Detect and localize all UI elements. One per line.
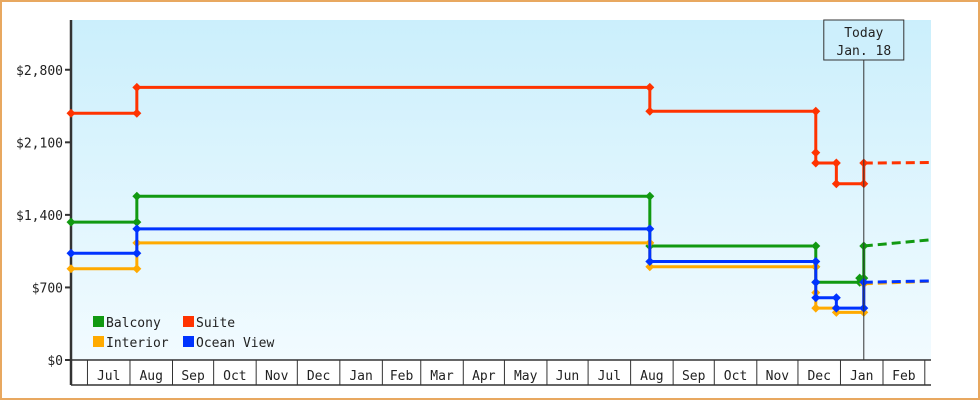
- x-tick-label: Feb: [892, 369, 916, 384]
- series-ocean-view: [66, 224, 932, 313]
- y-tick-label: $1,400: [16, 209, 63, 224]
- data-point-suite: [831, 158, 841, 168]
- series-projection-ocean-view: [863, 279, 932, 284]
- x-tick-label: Oct: [724, 369, 747, 384]
- y-tick-label: $2,800: [16, 64, 63, 79]
- data-point-ocean-view: [66, 248, 76, 258]
- legend-label-balcony: Balcony: [106, 316, 161, 331]
- today-date: Jan. 18: [836, 44, 891, 59]
- y-tick-label: $2,100: [16, 136, 63, 151]
- x-tick-label: Aug: [640, 369, 663, 384]
- x-tick-label: Jul: [598, 369, 621, 384]
- data-point-suite: [811, 106, 821, 116]
- data-point-suite: [811, 148, 821, 158]
- x-tick-label: May: [514, 369, 538, 384]
- data-point-suite: [831, 179, 841, 189]
- series-projection-suite: [863, 161, 932, 165]
- data-point-suite: [132, 82, 142, 92]
- legend-label-interior: Interior: [106, 336, 169, 351]
- x-tick-label: Feb: [390, 369, 414, 384]
- data-point-balcony: [811, 241, 821, 251]
- x-tick-label: Nov: [265, 369, 289, 384]
- today-marker: Today Jan. 18: [823, 19, 905, 360]
- legend: Balcony Suite Interior Ocean View: [93, 316, 274, 351]
- data-point-suite: [132, 108, 142, 118]
- legend-swatch-balcony: [93, 316, 104, 327]
- data-point-suite: [645, 106, 655, 116]
- data-point-suite: [811, 158, 821, 168]
- x-tick-label: Aug: [139, 369, 162, 384]
- data-point-ocean-view: [645, 257, 655, 267]
- y-tick-label: $700: [32, 281, 63, 296]
- x-tick-label: Oct: [223, 369, 246, 384]
- legend-label-suite: Suite: [196, 316, 235, 331]
- data-point-interior: [66, 264, 76, 274]
- x-axis: Jul Aug Sep Oct Nov Dec Jan Feb Mar Apr May Jun Jul A…: [71, 359, 931, 386]
- legend-swatch-ocean-view: [183, 336, 194, 347]
- x-tick-label: Apr: [472, 369, 496, 384]
- y-tick-label: $0: [47, 354, 63, 369]
- x-tick-label: Mar: [430, 369, 454, 384]
- plot-area: [71, 20, 931, 360]
- data-point-suite: [645, 82, 655, 92]
- data-point-ocean-view: [811, 293, 821, 303]
- legend-swatch-interior: [93, 336, 104, 347]
- x-tick-label: Dec: [307, 369, 330, 384]
- data-point-interior: [645, 262, 655, 272]
- data-point-ocean-view: [645, 224, 655, 234]
- data-point-ocean-view: [132, 248, 142, 258]
- data-point-balcony: [66, 217, 76, 227]
- data-point-interior: [811, 303, 821, 313]
- x-tick-label: Jun: [556, 369, 579, 384]
- data-point-suite: [66, 108, 76, 118]
- data-point-ocean-view: [132, 224, 142, 234]
- data-point-ocean-view: [811, 277, 821, 287]
- today-label: Today: [844, 26, 883, 41]
- today-label-box: [823, 19, 905, 61]
- data-point-ocean-view: [831, 293, 841, 303]
- series-projection-balcony: [863, 238, 932, 248]
- data-point-balcony: [645, 191, 655, 201]
- data-point-interior: [132, 264, 142, 274]
- x-tick-label: Sep: [682, 369, 706, 384]
- series-layer: [66, 82, 932, 317]
- data-point-ocean-view: [831, 303, 841, 313]
- data-point-balcony: [132, 217, 142, 227]
- x-tick-label: Jan: [850, 369, 873, 384]
- series-suite: [66, 82, 932, 189]
- data-point-balcony: [132, 191, 142, 201]
- x-tick-label: Dec: [807, 369, 830, 384]
- y-axis: $0 $700 $1,400 $2,100 $2,800: [16, 20, 73, 385]
- data-point-ocean-view: [811, 257, 821, 267]
- x-tick-label: Jan: [349, 369, 372, 384]
- legend-swatch-suite: [183, 316, 194, 327]
- legend-label-ocean-view: Ocean View: [196, 336, 274, 351]
- x-tick-label: Nov: [766, 369, 790, 384]
- x-tick-label: Sep: [181, 369, 205, 384]
- x-tick-label: Jul: [97, 369, 120, 384]
